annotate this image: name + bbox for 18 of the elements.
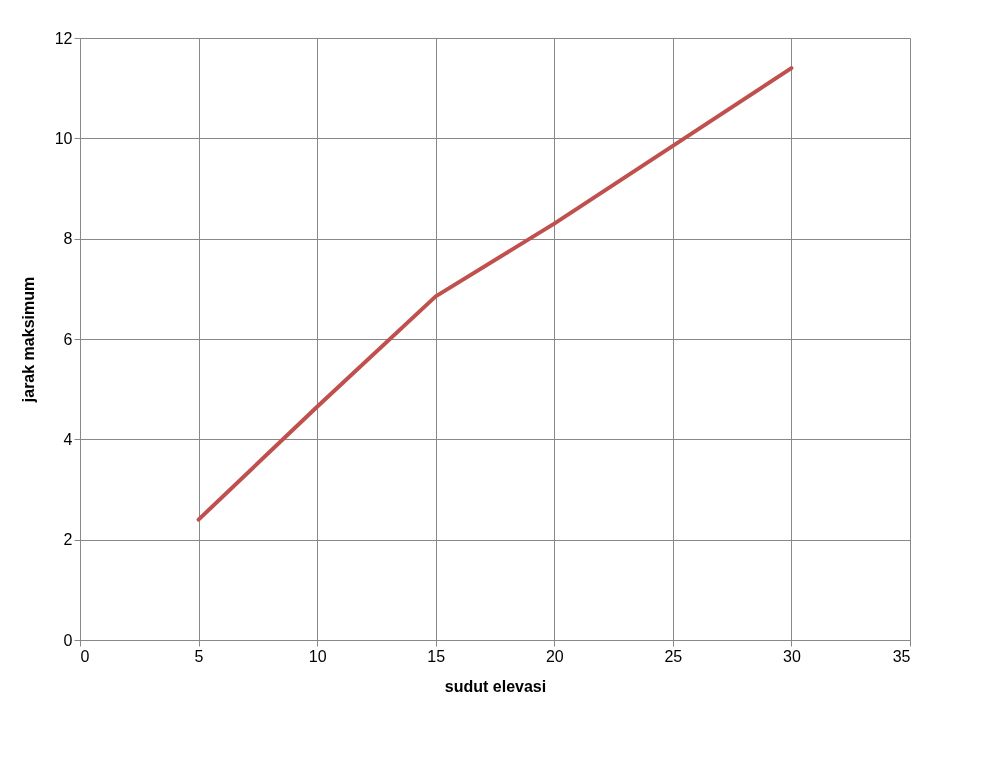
x-tick-label: 0 <box>80 647 90 665</box>
x-tick-label: 35 <box>892 647 911 665</box>
y-tick-label: 6 <box>63 330 73 348</box>
x-tick-label: 10 <box>308 647 327 665</box>
line-series <box>196 66 794 522</box>
y-axis-title: jarak maksimum <box>19 276 37 404</box>
y-tick-label: 10 <box>54 129 73 147</box>
x-tick-label: 20 <box>545 647 564 665</box>
x-tick-label: 30 <box>783 647 801 665</box>
x-axis-title: sudut elevasi <box>444 677 547 695</box>
y-tick-label: 12 <box>54 29 73 47</box>
y-tick-label: 0 <box>63 631 73 649</box>
y-tick-label: 2 <box>63 531 73 549</box>
x-tick-label: 5 <box>194 647 204 665</box>
x-tick-label: 15 <box>427 647 446 665</box>
y-tick-label: 4 <box>63 430 73 448</box>
x-tick-label: 25 <box>664 647 683 665</box>
y-tick-label: 8 <box>63 230 73 248</box>
